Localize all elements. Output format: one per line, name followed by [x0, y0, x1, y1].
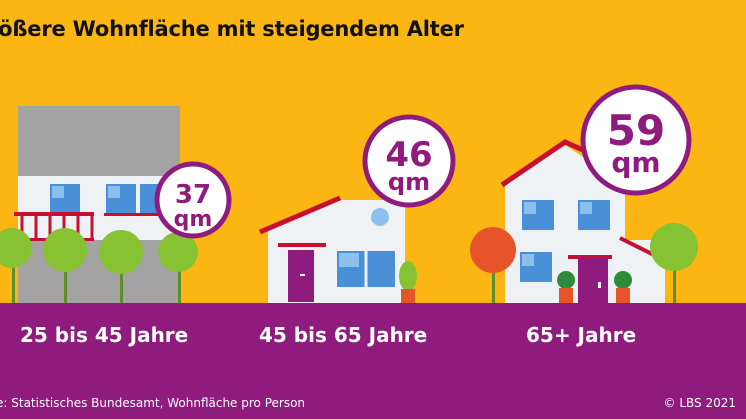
value-bubble-3-unit: qm: [611, 146, 660, 179]
value-bubble-2-unit: qm: [388, 168, 430, 196]
value-bubble-1-unit: qm: [174, 207, 213, 232]
value-bubble-1: 37 qm: [154, 161, 232, 239]
age-label-1: 25 bis 45 Jahre: [20, 323, 189, 347]
value-bubble-1-number: 37: [175, 180, 211, 210]
apartment-building: [14, 106, 180, 304]
source-note: e: Statistisches Bundesamt, Wohnfläche p…: [0, 396, 306, 410]
value-bubble-3-number: 59: [607, 106, 665, 155]
label-band: [0, 303, 746, 419]
value-bubble-2: 46 qm: [362, 114, 456, 208]
value-bubble-2-number: 46: [385, 135, 432, 175]
infographic-title: rößere Wohnfläche mit steigendem Alter: [0, 17, 464, 41]
age-label-2: 45 bis 65 Jahre: [259, 323, 428, 347]
tree-group-left: [0, 228, 198, 304]
copyright-note: © LBS 2021: [663, 396, 737, 410]
tree-group-right: [470, 223, 698, 304]
value-bubble-3: 59 qm: [580, 84, 692, 196]
age-label-3: 65+ Jahre: [526, 323, 637, 347]
right-house: [500, 139, 669, 304]
middle-house: [259, 195, 417, 304]
